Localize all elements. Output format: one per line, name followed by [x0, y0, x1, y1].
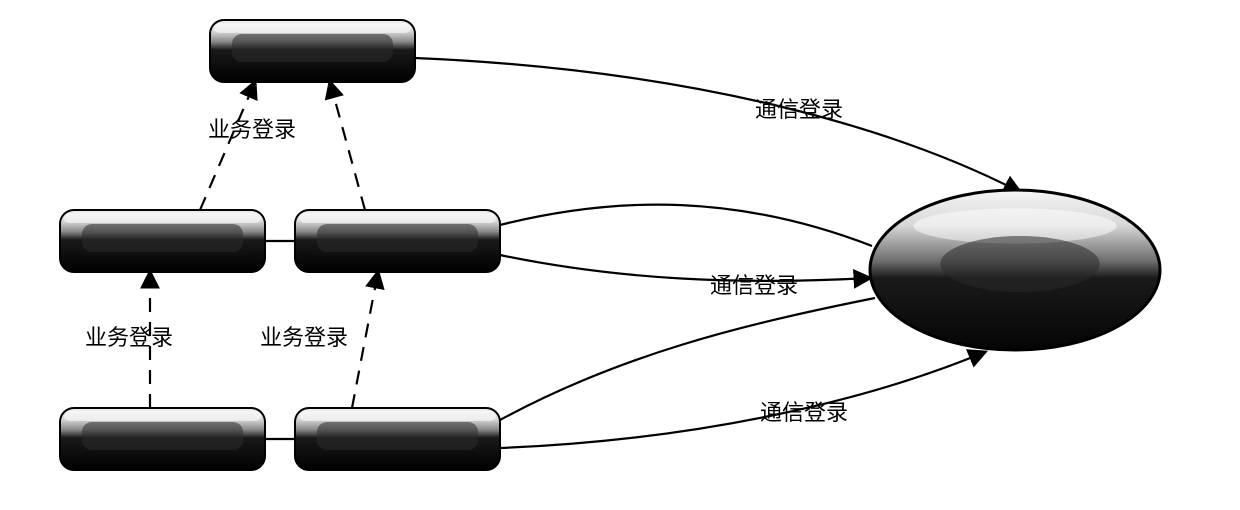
node-highlight [64, 213, 261, 223]
edge-e_midR_server_up [500, 205, 872, 246]
nodes-group [60, 20, 1160, 470]
edge-label-e_midL_top: 业务登录 [208, 112, 296, 144]
node-inner [232, 34, 393, 62]
node-inner [317, 422, 478, 450]
edge-e_midR_top [330, 82, 365, 210]
diagram-canvas [0, 0, 1240, 510]
node-inner [82, 422, 243, 450]
edge-label-e_botR_server_dn: 通信登录 [760, 395, 848, 427]
node-highlight [299, 213, 496, 223]
edge-label-e_botR_midR: 业务登录 [260, 320, 348, 352]
edge-e_top_server [415, 58, 1020, 192]
node-highlight [214, 23, 411, 33]
edge-e_midR_server_dn [500, 255, 870, 281]
node-highlight [64, 411, 261, 421]
node-highlight [299, 411, 496, 421]
edge-e_midL_top [200, 82, 255, 210]
node-inner [317, 224, 478, 252]
edge-label-e_botL_midL: 业务登录 [85, 320, 173, 352]
edge-label-e_midR_server_dn: 通信登录 [710, 268, 798, 300]
edge-e_botR_server_dn [500, 352, 985, 448]
edge-label-e_top_server: 通信登录 [755, 92, 843, 124]
edge-e_botR_midR [352, 272, 378, 408]
node-inner [82, 224, 243, 252]
node-inner [940, 236, 1100, 292]
